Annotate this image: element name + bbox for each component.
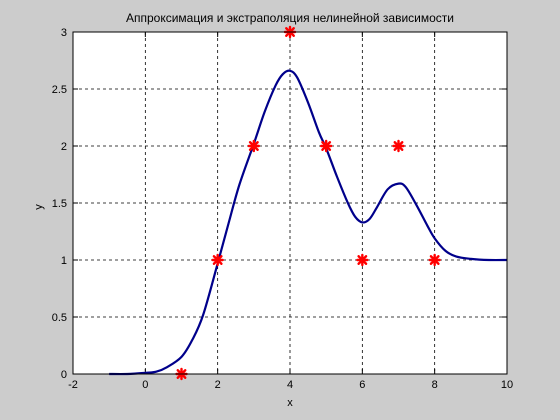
x-axis-label: x bbox=[287, 397, 293, 409]
y-tick-label: 0 bbox=[61, 369, 67, 381]
y-tick-label: 2.5 bbox=[52, 84, 67, 96]
y-tick-label: 1 bbox=[61, 255, 67, 267]
x-tick-label: -2 bbox=[68, 379, 78, 391]
star-center bbox=[360, 257, 365, 263]
axes-frame bbox=[72, 31, 508, 375]
x-tick-label: 4 bbox=[287, 379, 293, 391]
x-tick-label: 6 bbox=[359, 379, 365, 391]
data-point-marker bbox=[356, 253, 369, 267]
x-tick-label: 2 bbox=[215, 379, 221, 391]
data-point-marker bbox=[428, 253, 441, 267]
star-center bbox=[396, 143, 401, 149]
y-tick-label: 3 bbox=[61, 27, 67, 39]
star-center bbox=[215, 257, 220, 263]
data-point-marker bbox=[319, 139, 333, 153]
x-tick-label: 10 bbox=[501, 379, 513, 391]
star-center bbox=[432, 257, 437, 263]
y-tick-label: 2 bbox=[61, 141, 67, 153]
data-point-marker bbox=[211, 253, 224, 267]
x-tick-label: 8 bbox=[432, 379, 438, 391]
y-axis-label: y bbox=[33, 204, 45, 210]
chart-title: Аппроксимация и экстраполяция нелинейной… bbox=[126, 11, 454, 25]
star-center bbox=[251, 143, 257, 149]
x-tick-label: 0 bbox=[142, 379, 148, 391]
approximation-curve bbox=[109, 69, 508, 376]
y-tick-label: 1.5 bbox=[52, 198, 67, 210]
data-point-marker bbox=[247, 139, 261, 153]
star-center bbox=[323, 143, 329, 149]
y-tick-label: 0.5 bbox=[52, 312, 67, 324]
data-point-marker bbox=[392, 139, 405, 153]
